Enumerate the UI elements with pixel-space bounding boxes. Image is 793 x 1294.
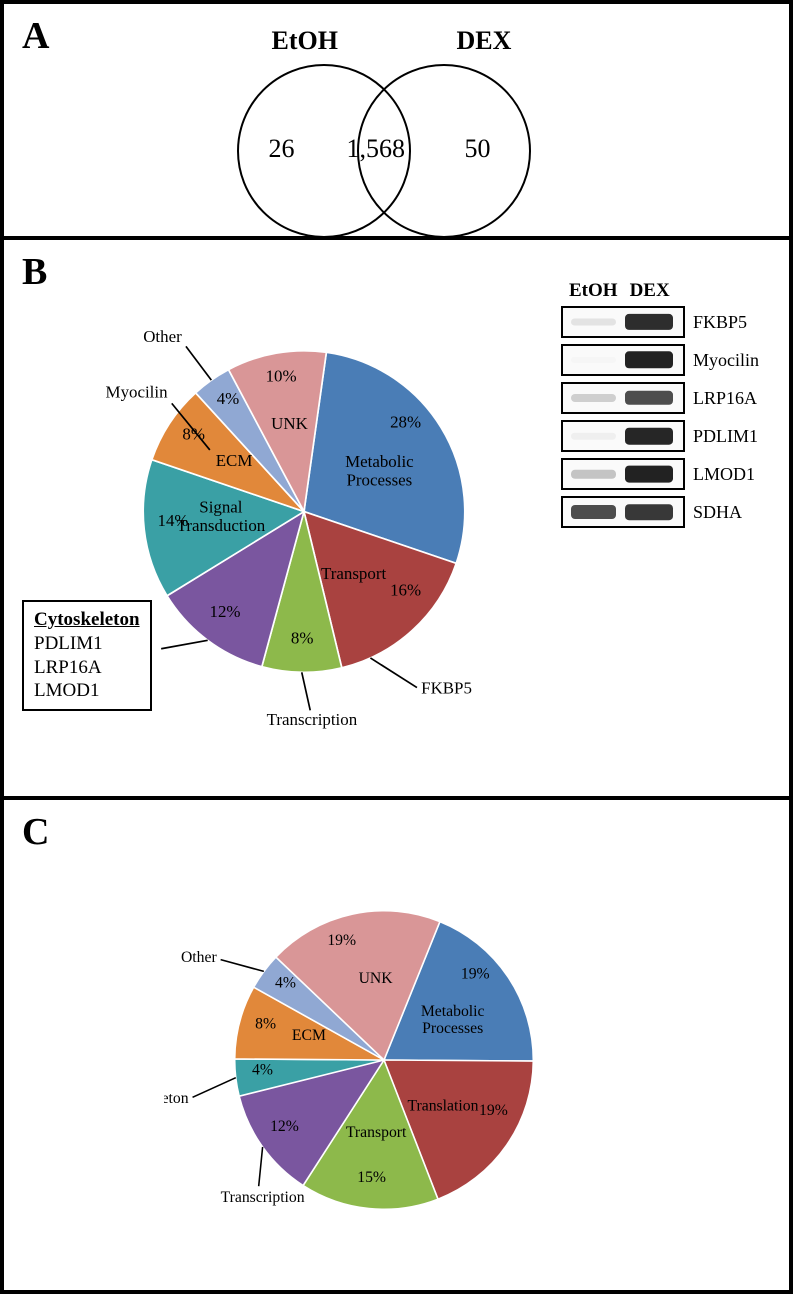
- blot-row: SDHA: [561, 496, 771, 528]
- callout-fkbp5: FKBP5: [421, 678, 472, 697]
- slice-label-transport: Transport: [346, 1124, 407, 1141]
- panel-c: C 19%MetabolicProcesses19%Translation15%…: [0, 800, 793, 1294]
- legend-item: LMOD1: [34, 679, 140, 703]
- band-etoh: [571, 470, 616, 479]
- blot-header-etoh: EtOH: [569, 280, 618, 302]
- pie-c-svg: 19%MetabolicProcesses19%Translation15%Tr…: [164, 850, 604, 1270]
- panel-c-label: C: [22, 810, 49, 854]
- band-etoh: [571, 357, 616, 363]
- pie-chart-c: 19%MetabolicProcesses19%Translation15%Tr…: [164, 850, 604, 1270]
- blot-row-label: PDLIM1: [693, 426, 758, 447]
- band-etoh: [571, 394, 616, 402]
- venn-right-set-label: DEX: [457, 26, 512, 56]
- blot-lane-box: [561, 306, 685, 338]
- slice-pct-transcription: 12%: [270, 1118, 299, 1135]
- legend-title: Cytoskeleton: [34, 608, 140, 632]
- band-dex: [625, 351, 673, 368]
- blot-row: FKBP5: [561, 306, 771, 338]
- slice-pct-cytoskeleton: 4%: [252, 1061, 273, 1078]
- panel-a: A EtOH DEX 26 1,568 50: [0, 0, 793, 240]
- blot-row: Myocilin: [561, 344, 771, 376]
- blot-header-dex: DEX: [630, 280, 670, 302]
- callout-myocilin: Myocilin: [106, 382, 169, 401]
- slice-label-translation: Translation: [407, 1098, 478, 1115]
- slice-pct-other: 4%: [217, 389, 240, 408]
- blot-row: PDLIM1: [561, 420, 771, 452]
- blot-row-label: LMOD1: [693, 464, 755, 485]
- venn-diagram: EtOH DEX 26 1,568 50: [217, 24, 577, 224]
- band-dex: [625, 314, 673, 330]
- band-etoh: [571, 433, 616, 440]
- venn-left-only: 26: [269, 134, 295, 164]
- slice-label-ecm: ECM: [216, 451, 253, 470]
- band-etoh: [571, 319, 616, 326]
- slice-label-unk: UNK: [271, 414, 308, 433]
- legend-item: LRP16A: [34, 656, 140, 680]
- blot-lane-box: [561, 344, 685, 376]
- blot-lane-box: [561, 382, 685, 414]
- slice-label-ecm: ECM: [292, 1027, 326, 1044]
- band-dex: [625, 466, 673, 483]
- slice-pct-transcription: 8%: [291, 628, 314, 647]
- slice-pct-ecm: 8%: [255, 1016, 276, 1033]
- band-etoh: [571, 505, 616, 519]
- venn-intersection: 1,568: [347, 134, 406, 164]
- slice-pct-metabolic: 19%: [461, 965, 490, 982]
- slice-label-metabolic: MetabolicProcesses: [345, 452, 414, 490]
- panel-b: B 28% MetabolicProcesses 16%Transport 8% 12%…: [0, 240, 793, 800]
- band-dex: [625, 504, 673, 520]
- blot-row: LRP16A: [561, 382, 771, 414]
- band-dex: [625, 428, 673, 445]
- blot-row-label: Myocilin: [693, 350, 759, 371]
- venn-right-only: 50: [465, 134, 491, 164]
- cytoskeleton-legend-box: Cytoskeleton PDLIM1 LRP16A LMOD1: [22, 600, 152, 711]
- slice-pct-metabolic: 28%: [390, 413, 421, 432]
- callout-transcription: Transcription: [267, 710, 358, 729]
- panel-b-label: B: [22, 250, 47, 294]
- band-dex: [625, 391, 673, 405]
- western-blot-panel: EtOH DEX FKBP5 Myocilin LRP16A PDLIM1 LMOD1 S…: [561, 280, 771, 534]
- slice-pct-transport: 15%: [357, 1169, 386, 1186]
- callout-cytoskeleton-c: Cytoskeleton: [164, 1090, 189, 1107]
- blot-row-label: FKBP5: [693, 312, 747, 333]
- slice-pct-translation: 19%: [479, 1102, 508, 1119]
- callout-other-c: Other: [181, 949, 218, 966]
- legend-item: PDLIM1: [34, 632, 140, 656]
- slice-pct-transport: 16%: [390, 581, 421, 600]
- blot-lane-box: [561, 458, 685, 490]
- callout-other: Other: [143, 327, 182, 346]
- blot-lane-box: [561, 496, 685, 528]
- blot-row: LMOD1: [561, 458, 771, 490]
- callout-transcription-c: Transcription: [221, 1189, 305, 1206]
- slice-pct-cytoskeleton: 12%: [210, 602, 241, 621]
- slice-pct-unk: 19%: [327, 932, 356, 949]
- panel-a-label: A: [22, 14, 49, 58]
- slice-label-metabolic: MetabolicProcesses: [421, 1003, 485, 1037]
- blot-row-label: LRP16A: [693, 388, 757, 409]
- slice-pct-unk: 10%: [266, 367, 297, 386]
- venn-left-set-label: EtOH: [272, 26, 338, 56]
- slice-label-unk: UNK: [359, 970, 394, 987]
- slice-label-transport: Transport: [321, 564, 386, 583]
- blot-lane-box: [561, 420, 685, 452]
- blot-row-label: SDHA: [693, 502, 742, 523]
- slice-pct-other: 4%: [275, 974, 296, 991]
- blot-column-headers: EtOH DEX: [561, 280, 771, 302]
